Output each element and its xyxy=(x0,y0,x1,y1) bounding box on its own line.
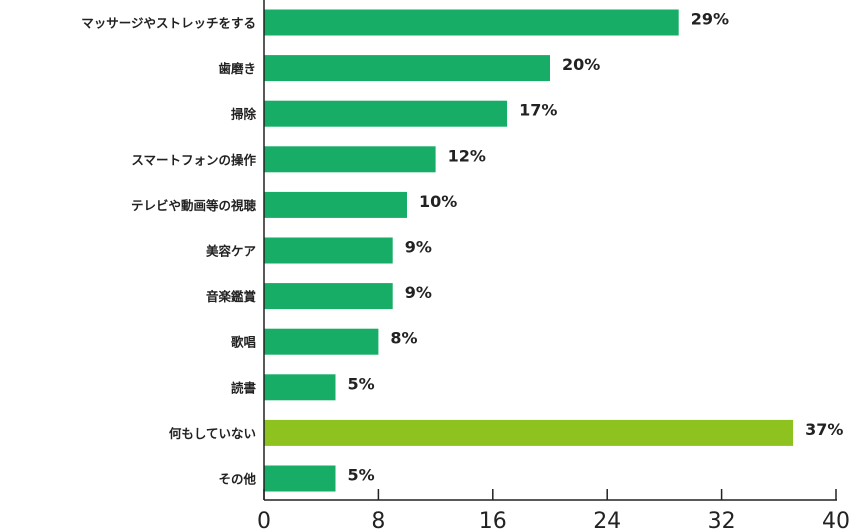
category-label: テレビや動画等の視聴 xyxy=(131,198,257,213)
category-label: スマートフォンの操作 xyxy=(131,152,256,167)
bar xyxy=(264,419,794,446)
data-label: 37% xyxy=(805,420,843,439)
data-label: 20% xyxy=(562,55,600,74)
bar xyxy=(264,100,508,127)
data-label: 10% xyxy=(419,192,457,211)
category-label: 読書 xyxy=(231,380,257,395)
bar xyxy=(264,374,336,401)
bar xyxy=(264,55,550,82)
x-tick-label: 0 xyxy=(257,509,271,530)
x-tick-label: 16 xyxy=(479,509,507,530)
data-label: 17% xyxy=(519,101,557,120)
category-label: マッサージやストレッチをする xyxy=(81,16,256,31)
data-label: 9% xyxy=(405,283,432,302)
bar xyxy=(264,283,393,310)
data-label: 5% xyxy=(348,466,375,485)
data-label: 8% xyxy=(390,329,417,348)
category-label: 美容ケア xyxy=(206,244,256,259)
category-label: その他 xyxy=(218,472,256,487)
bar xyxy=(264,465,336,492)
data-label: 29% xyxy=(691,10,729,29)
category-label: 何もしていない xyxy=(169,426,256,441)
x-tick-label: 24 xyxy=(593,509,621,530)
x-tick-label: 40 xyxy=(822,509,850,530)
bar xyxy=(264,146,436,173)
category-label: 歌唱 xyxy=(231,335,256,350)
category-label: 歯磨き xyxy=(218,61,256,76)
bar xyxy=(264,191,407,218)
bar xyxy=(264,328,379,355)
x-tick-label: 32 xyxy=(708,509,736,530)
bar xyxy=(264,9,679,36)
bar xyxy=(264,237,393,264)
x-tick-label: 8 xyxy=(371,509,385,530)
category-label: 掃除 xyxy=(231,107,257,122)
category-label: 音楽鑑賞 xyxy=(206,289,257,304)
data-label: 5% xyxy=(348,374,375,393)
data-label: 9% xyxy=(405,238,432,257)
data-label: 12% xyxy=(448,146,486,165)
